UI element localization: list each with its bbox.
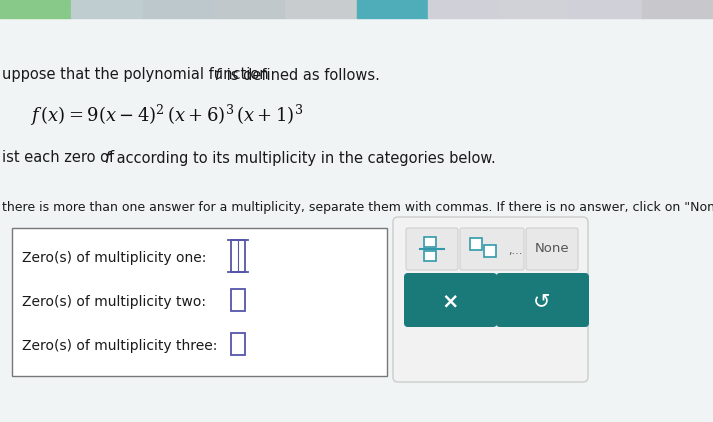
Text: there is more than one answer for a multiplicity, separate them with commas. If : there is more than one answer for a mult… (2, 201, 713, 214)
FancyBboxPatch shape (484, 245, 496, 257)
Text: Zero(s) of multiplicity two:: Zero(s) of multiplicity two: (22, 295, 206, 309)
Text: according to its multiplicity in the categories below.: according to its multiplicity in the cat… (112, 151, 496, 165)
Text: $f$: $f$ (214, 67, 223, 83)
FancyBboxPatch shape (424, 251, 436, 261)
FancyBboxPatch shape (460, 228, 524, 270)
FancyBboxPatch shape (12, 228, 387, 376)
FancyBboxPatch shape (231, 333, 245, 355)
Bar (0, 0, 71, 18)
Bar (570, 0, 642, 18)
Bar (143, 0, 214, 18)
FancyBboxPatch shape (404, 273, 497, 327)
FancyBboxPatch shape (424, 237, 436, 247)
FancyBboxPatch shape (470, 238, 482, 250)
Text: ,...: ,... (508, 246, 523, 256)
FancyBboxPatch shape (231, 289, 245, 311)
Text: ist each zero of: ist each zero of (2, 151, 119, 165)
Text: uppose that the polynomial function: uppose that the polynomial function (2, 68, 273, 82)
Text: ↺: ↺ (533, 291, 550, 311)
Bar (214, 0, 285, 18)
Bar (499, 0, 570, 18)
Bar (285, 0, 356, 18)
FancyBboxPatch shape (406, 228, 458, 270)
Text: $f\,(x) = 9(x-4)^{2}\,(x+6)^{3}\,(x+1)^{3}$: $f\,(x) = 9(x-4)^{2}\,(x+6)^{3}\,(x+1)^{… (30, 103, 303, 127)
Bar (428, 0, 499, 18)
Text: ×: × (441, 291, 458, 311)
Text: None: None (535, 243, 569, 255)
Text: $f$: $f$ (104, 150, 113, 166)
Bar (642, 0, 713, 18)
FancyBboxPatch shape (393, 217, 588, 382)
Bar (71, 0, 143, 18)
FancyBboxPatch shape (526, 228, 578, 270)
Text: Zero(s) of multiplicity three:: Zero(s) of multiplicity three: (22, 339, 217, 353)
FancyBboxPatch shape (496, 273, 589, 327)
Text: Zero(s) of multiplicity one:: Zero(s) of multiplicity one: (22, 251, 206, 265)
FancyBboxPatch shape (231, 240, 245, 272)
Text: is defined as follows.: is defined as follows. (222, 68, 380, 82)
Bar (356, 0, 428, 18)
